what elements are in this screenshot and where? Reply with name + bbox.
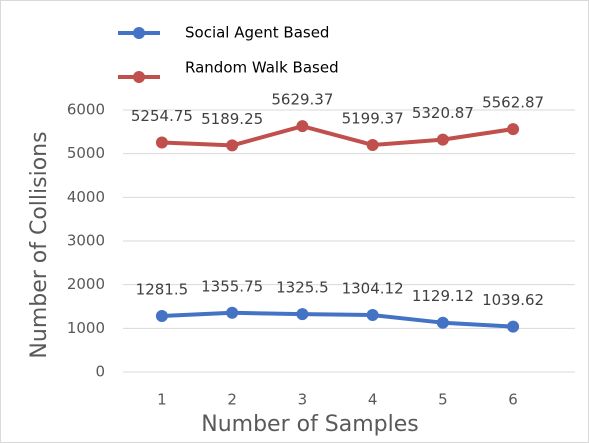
data-point: [155, 310, 168, 323]
x-tick-label: 3: [298, 391, 308, 409]
data-point: [155, 136, 168, 149]
data-point: [507, 320, 520, 333]
y-tick-label: 2000: [67, 275, 105, 293]
data-point: [436, 316, 449, 329]
y-tick-label: 5000: [67, 144, 105, 162]
data-point: [296, 308, 309, 321]
data-label: 5320.87: [412, 104, 474, 122]
data-label: 5562.87: [482, 94, 544, 112]
x-tick-label: 5: [438, 391, 448, 409]
legend-swatch-marker: [133, 71, 145, 83]
data-label: 1355.75: [201, 277, 263, 295]
data-label: 1129.12: [412, 287, 474, 305]
data-label: 1325.5: [276, 279, 329, 297]
data-point: [366, 309, 379, 322]
data-point: [226, 306, 239, 319]
data-label: 5199.37: [342, 109, 404, 127]
y-tick-label: 6000: [67, 101, 105, 119]
data-point: [436, 133, 449, 146]
series-line: [161, 124, 514, 148]
x-tick-label: 2: [227, 391, 237, 409]
series-line: [161, 310, 514, 329]
data-label: 1281.5: [136, 281, 189, 299]
data-point: [296, 120, 309, 133]
data-point: [226, 139, 239, 152]
data-label: 5629.37: [271, 91, 333, 109]
data-label: 5254.75: [131, 107, 193, 125]
y-tick-label: 4000: [67, 188, 105, 206]
legend-label: Social Agent Based: [185, 24, 329, 42]
data-label: 1039.62: [482, 291, 544, 309]
legend-label: Random Walk Based: [185, 59, 339, 77]
y-tick-label: 3000: [67, 232, 105, 250]
data-label: 5189.25: [201, 110, 263, 128]
data-point: [366, 138, 379, 151]
y-tick-label: 1000: [67, 319, 105, 337]
y-axis-title: Number of Collisions: [27, 131, 52, 358]
x-tick-label: 4: [368, 391, 378, 409]
x-tick-label: 6: [508, 391, 518, 409]
data-label: 1304.12: [342, 280, 404, 298]
legend-swatch-marker: [133, 27, 145, 39]
y-tick-label: 0: [95, 363, 105, 381]
data-point: [507, 123, 520, 136]
x-axis-title: Number of Samples: [201, 412, 419, 437]
x-tick-label: 1: [157, 391, 167, 409]
